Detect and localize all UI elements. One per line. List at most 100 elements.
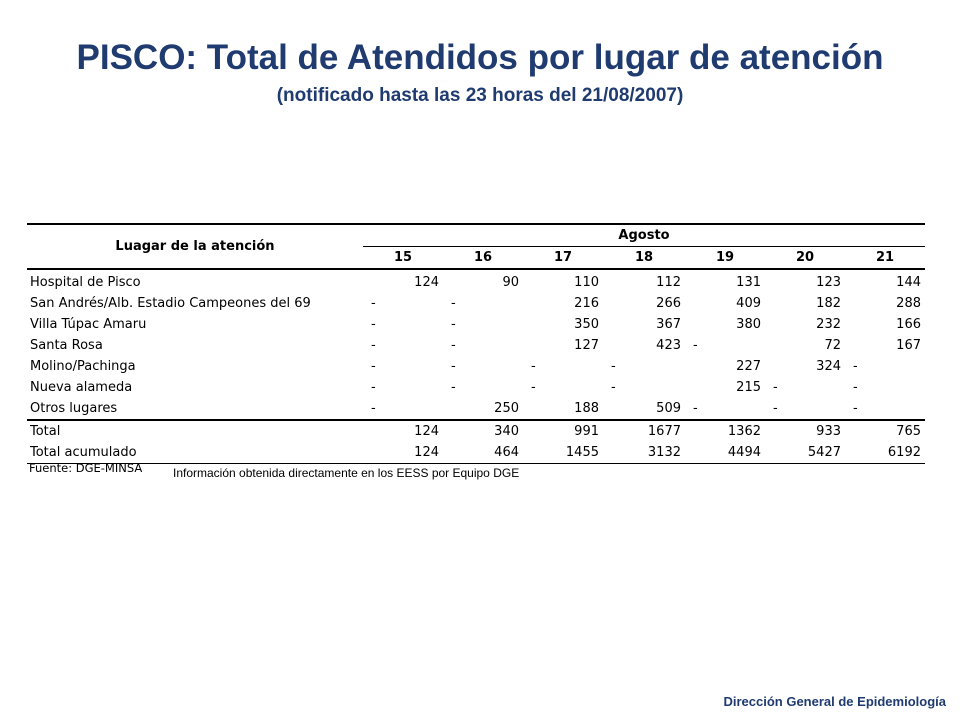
- value-cell: 464: [443, 442, 523, 464]
- table-row: San Andrés/Alb. Estadio Campeones del 69…: [27, 293, 925, 314]
- table-row: Villa Túpac Amaru - - 350 367 380 232 166: [27, 314, 925, 335]
- page-title: PISCO: Total de Atendidos por lugar de a…: [76, 38, 884, 77]
- place-name-cell: San Andrés/Alb. Estadio Campeones del 69: [30, 296, 311, 311]
- total-row: Total acumulado 124 464 1455 3132 4494 5427 619…: [27, 442, 925, 464]
- table-row: Santa Rosa - -127 423-72 167: [27, 335, 925, 356]
- value-cell: -: [371, 359, 376, 374]
- value-cell: 167: [896, 338, 921, 353]
- value-cell: -: [693, 338, 698, 353]
- value-cell: 216: [574, 296, 599, 311]
- value-cell: 127: [574, 338, 599, 353]
- day-header: 16: [443, 246, 523, 270]
- place-name-cell: Nueva alameda: [30, 380, 133, 395]
- value-cell: 6192: [845, 442, 925, 464]
- value-cell: -: [853, 380, 858, 395]
- value-cell: -: [451, 296, 456, 311]
- source-label: Fuente: DGE-MINSA: [29, 461, 143, 475]
- value-cell: 227: [736, 359, 761, 374]
- value-cell: -: [531, 380, 536, 395]
- value-cell: 72: [824, 338, 841, 353]
- value-cell: 380: [736, 317, 761, 332]
- value-cell: 324: [816, 359, 841, 374]
- place-name-cell: Villa Túpac Amaru: [30, 317, 147, 332]
- value-cell: 131: [736, 275, 761, 290]
- source-note: Información obtenida directamente en los…: [173, 466, 520, 480]
- value-cell: 215: [736, 380, 761, 395]
- value-cell: 188: [574, 401, 599, 416]
- value-cell: 266: [656, 296, 681, 311]
- value-cell: 933: [765, 419, 845, 442]
- table-row: Hospital de Pisco 124 90 110 112 131 123 144: [27, 269, 925, 293]
- value-cell: -: [611, 380, 616, 395]
- place-name-cell: Total acumulado: [27, 442, 363, 464]
- value-cell: 288: [896, 296, 921, 311]
- month-group-header: Agosto: [363, 223, 925, 247]
- table-row: Otros lugares -250 188 509- - -: [27, 398, 925, 420]
- value-cell: 124: [414, 275, 439, 290]
- attendance-table-container: Luagar de la atención Agosto 15 16 17 18…: [27, 223, 925, 464]
- place-name-cell: Molino/Pachinga: [30, 359, 136, 374]
- value-cell: -: [853, 401, 858, 416]
- value-cell: 367: [656, 317, 681, 332]
- place-name-cell: Santa Rosa: [30, 338, 103, 353]
- table-row: Nueva alameda - - - -215- -: [27, 377, 925, 398]
- value-cell: -: [611, 359, 616, 374]
- day-header: 21: [845, 246, 925, 270]
- value-cell: 340: [443, 419, 523, 442]
- value-cell: -: [853, 359, 858, 374]
- value-cell: -: [451, 317, 456, 332]
- value-cell: -: [773, 401, 778, 416]
- value-cell: 124: [363, 419, 443, 442]
- value-cell: 4494: [685, 442, 765, 464]
- row-header-label: Luagar de la atención: [27, 223, 363, 270]
- value-cell: 144: [896, 275, 921, 290]
- value-cell: 110: [574, 275, 599, 290]
- table-header-row-1: Luagar de la atención Agosto: [27, 223, 925, 270]
- value-cell: 765: [845, 419, 925, 442]
- table-header-row-2: 15 16 17 18 19 20 21: [27, 246, 925, 270]
- value-cell: -: [451, 359, 456, 374]
- place-name-cell: Otros lugares: [30, 401, 118, 416]
- day-header: 20: [765, 246, 845, 270]
- value-cell: -: [531, 359, 536, 374]
- value-cell: 423: [656, 338, 681, 353]
- value-cell: 166: [896, 317, 921, 332]
- footer-organization: Dirección General de Epidemiología: [723, 694, 946, 709]
- value-cell: 1455: [523, 442, 603, 464]
- value-cell: 112: [656, 275, 681, 290]
- day-header: 19: [685, 246, 765, 270]
- value-cell: 991: [523, 419, 603, 442]
- value-cell: 123: [816, 275, 841, 290]
- value-cell: -: [371, 380, 376, 395]
- value-cell: 5427: [765, 442, 845, 464]
- value-cell: 509: [656, 401, 681, 416]
- value-cell: -: [451, 380, 456, 395]
- day-header: 17: [523, 246, 603, 270]
- total-row: Total 124 340 991 1677 1362 933 765: [27, 419, 925, 442]
- value-cell: -: [371, 401, 376, 416]
- value-cell: -: [371, 338, 376, 353]
- value-cell: 232: [816, 317, 841, 332]
- table-body: Hospital de Pisco 124 90 110 112 131 123 144 San…: [27, 269, 925, 464]
- value-cell: 350: [574, 317, 599, 332]
- value-cell: -: [371, 296, 376, 311]
- value-cell: 3132: [603, 442, 685, 464]
- value-cell: -: [451, 338, 456, 353]
- value-cell: -: [693, 401, 698, 416]
- day-header: 15: [363, 246, 443, 270]
- value-cell: 1677: [603, 419, 685, 442]
- place-name-cell: Total: [27, 419, 363, 442]
- table-row: Molino/Pachinga - - - -227 324-: [27, 356, 925, 377]
- value-cell: 90: [502, 275, 519, 290]
- page-subtitle: (notificado hasta las 23 horas del 21/08…: [276, 85, 684, 106]
- value-cell: 124: [363, 442, 443, 464]
- value-cell: 250: [494, 401, 519, 416]
- attendance-table: Luagar de la atención Agosto 15 16 17 18…: [27, 223, 925, 464]
- day-header: 18: [603, 246, 685, 270]
- value-cell: -: [371, 317, 376, 332]
- value-cell: 409: [736, 296, 761, 311]
- place-name-cell: Hospital de Pisco: [30, 275, 141, 290]
- value-cell: 182: [816, 296, 841, 311]
- value-cell: -: [773, 380, 778, 395]
- value-cell: 1362: [685, 419, 765, 442]
